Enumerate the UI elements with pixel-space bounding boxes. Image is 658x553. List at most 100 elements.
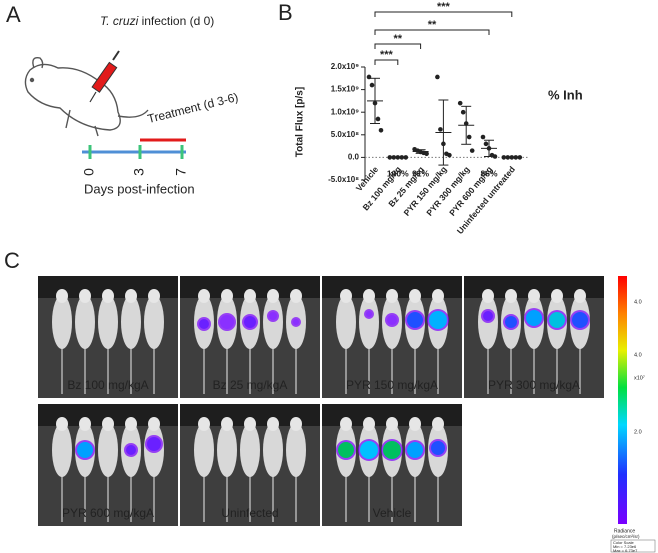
infection-text: infection (d 0) [138,14,214,28]
mouse-head [505,289,517,303]
timeline-tick-label: 0 [81,168,97,176]
color-bar [618,276,627,524]
data-point [457,100,463,106]
significance-bracket [374,43,422,49]
data-point [460,109,466,115]
mouse-head [386,289,398,303]
color-tick-label: 2.0 [634,429,642,435]
data-point [469,148,475,153]
mouse-body [286,423,306,477]
mouse-head [102,289,114,303]
imaging-panel: PYR 300 mg/kgA [464,276,604,398]
imaging-panel: PYR 600 mg/kgA [38,404,178,526]
image-label: Uninfected [221,506,278,520]
mouse-head [125,417,137,431]
signal [407,312,423,328]
image-label: Bz 100 mg/kgA [67,378,148,392]
data-point [395,155,401,160]
signal [338,442,354,458]
data-point [492,154,498,159]
image-label: Bz 25 mg/kgA [213,378,288,392]
mouse-head [148,289,160,303]
data-point [447,152,452,158]
image-stage [180,404,320,426]
color-scale: 4.0 4.0 2.0 x10⁷ Radiance(p/sec/cm²/sr)Color… [610,299,656,553]
mouse-head [56,417,68,431]
mouse-body [217,423,237,477]
data-point [435,74,440,80]
signal [199,319,209,329]
color-tick-label: 4.0 [634,352,642,358]
mouse-head [267,417,279,431]
timeline-tick-label: 7 [173,168,189,176]
mouse-drawing [24,57,149,137]
color-unit-label: (p/sec/cm²/sr) [612,534,640,539]
data-point [480,134,486,140]
mouse-head [528,289,540,303]
data-point [513,155,519,160]
panel-label: B [278,0,293,25]
data-point [375,116,381,122]
mouse-body [98,295,118,349]
y-tick-label: 2.0x10⁹ [331,62,359,71]
data-point [387,155,393,160]
significance-bracket [374,29,490,35]
signal [220,315,234,329]
mouse-head [386,417,398,431]
data-point [378,127,384,133]
data-point [399,155,405,160]
mouse-head [290,289,302,303]
inhibition-label: 91% [412,168,429,178]
mouse-head [409,289,421,303]
mouse-head [363,289,375,303]
mouse-head [198,289,210,303]
treatment-label: Treatment (d 3-6) [146,90,240,126]
mouse-head [340,417,352,431]
mouse-head [409,417,421,431]
mouse-body [194,423,214,477]
mouse-body [121,295,141,349]
y-tick-label: 5.0x10⁸ [331,130,359,139]
image-stage [180,276,320,298]
imaging-panel: Uninfected [180,404,320,526]
signal [360,441,378,459]
data-point [372,100,378,106]
imaging-panel: PYR 150 mg/kgA [322,276,462,398]
mouse-body [144,295,164,349]
mouse-head [125,289,137,303]
color-max: Max = 6.73e7 [613,548,638,553]
significance-bracket [374,59,399,65]
signal [431,441,445,455]
y-axis-label: Total Flux [p/s] [295,87,306,157]
pathogen: T. cruzi [100,14,139,28]
y-tick-label: 0.0 [348,153,360,162]
signal [77,442,93,458]
mouse-head [102,417,114,431]
timeline-ticks: 0 3 7 [81,145,189,176]
mouse-head [363,417,375,431]
data-point [438,127,443,132]
significance-bracket [374,11,513,17]
signal [293,319,299,325]
y-tick-label: 1.5x10⁹ [331,85,359,94]
image-stage [322,276,462,298]
image-label: PYR 150 mg/kgA [346,378,438,392]
mouse-head [148,417,160,431]
data-point [466,134,472,140]
signal [483,311,493,321]
mouse-head [221,417,233,431]
image-label: Vehicle [373,506,412,520]
significance-label: ** [394,33,403,45]
signal [407,442,423,458]
mouse-body [98,423,118,477]
color-title: Radiance [614,528,635,534]
data-point [369,82,375,88]
y-tick-label: -5.0x10⁸ [328,175,359,184]
data-point [517,155,523,160]
data-point [501,155,507,160]
data-point [366,74,372,80]
signal [505,316,517,328]
color-unit: x10⁷ [634,374,645,381]
image-stage [38,276,178,298]
